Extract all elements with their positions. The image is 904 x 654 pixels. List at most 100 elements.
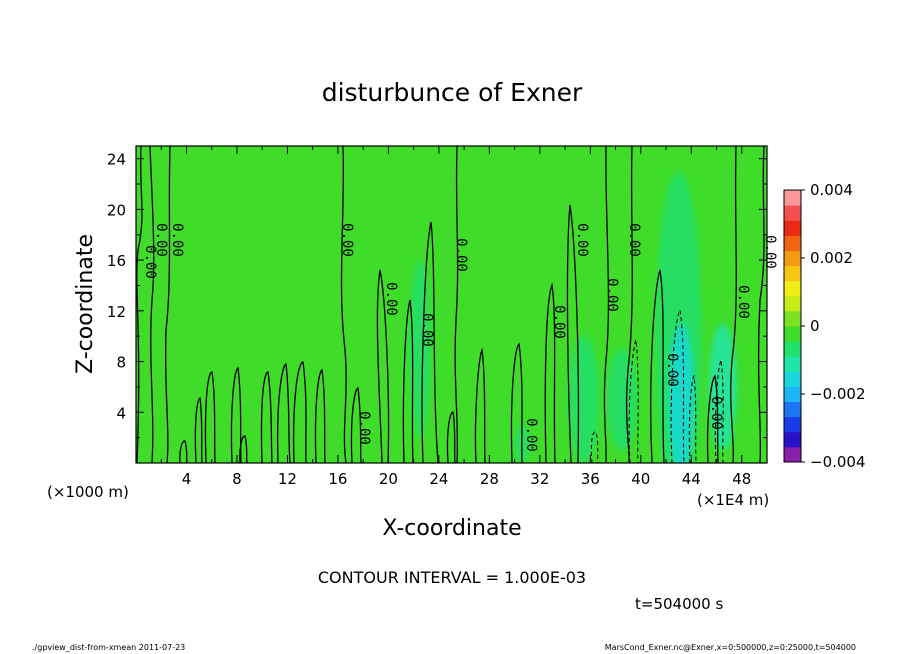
y-axis-label: Z-coordinate <box>73 234 98 374</box>
contour-line <box>292 361 307 463</box>
contour-label: 0.00 <box>419 313 435 347</box>
contour-label: 0.00 <box>169 223 185 257</box>
colorbar-label: 0.004 <box>810 181 853 199</box>
colorbar-swatch <box>784 250 801 267</box>
x-tick-label: 16 <box>328 470 347 488</box>
contour-line <box>446 411 456 463</box>
plot-frame <box>135 145 768 464</box>
colorbar-swatch <box>784 220 801 236</box>
contour-line <box>625 146 633 463</box>
x-tick-label: 24 <box>429 470 448 488</box>
colorbar-swatch <box>784 416 801 433</box>
contour-line <box>650 269 665 463</box>
colorbar-labels: 0.004 0.002 0 −0.002 −0.004 <box>801 181 866 471</box>
contour-label: 0.00 <box>383 282 399 316</box>
contour-line <box>421 221 439 463</box>
x-tick-label: 36 <box>581 470 600 488</box>
x-axis-label: X-coordinate <box>382 516 521 541</box>
contour-label: 0.00 <box>453 238 469 272</box>
negative-contour-line <box>590 431 599 463</box>
y-tick-label: 20 <box>107 201 126 219</box>
contour-line <box>350 387 362 463</box>
contour-label: 0.00 <box>708 396 724 430</box>
y-tick-label: 24 <box>107 151 126 169</box>
contour-line <box>603 146 610 463</box>
contour-line <box>544 282 556 463</box>
contour-label: 0.00 <box>574 223 590 257</box>
colorbar-swatch <box>784 235 801 251</box>
contour-line <box>402 299 414 463</box>
contour-line <box>194 396 203 463</box>
contour-line <box>474 347 486 463</box>
contour-line <box>164 146 171 463</box>
footer-right: MarsCond_Exner.nc@Exner,x=0:500000,z=0:2… <box>605 643 856 652</box>
contour-line <box>204 371 216 463</box>
low-region <box>409 260 431 438</box>
contour-line <box>136 146 143 463</box>
colorbar-swatch <box>784 265 801 282</box>
y-tick-label: 12 <box>107 303 126 321</box>
colorbar-swatch <box>784 295 801 312</box>
contour-line <box>566 204 580 463</box>
colorbar-label: 0 <box>810 317 820 335</box>
contour-label: 0.00 <box>153 223 169 257</box>
x-tick-label: 48 <box>732 470 751 488</box>
contour-line <box>706 374 719 463</box>
colorbar-swatch <box>784 326 801 342</box>
colorbar-swatch <box>784 371 801 387</box>
contour-line <box>510 342 523 463</box>
x-tick-label: 44 <box>682 470 701 488</box>
colorbar-label: −0.004 <box>810 453 866 471</box>
contour-line <box>340 146 347 463</box>
contour-label: 0.00 <box>339 223 355 257</box>
x-axis: 4 8 12 16 20 24 28 32 36 40 44 48 <box>160 146 751 488</box>
colorbar-swatch <box>784 341 801 357</box>
contour-line <box>376 269 390 463</box>
contour-labels: 0.000.00 0.00 0.000.000.000.000.00 0.000.00… <box>142 223 778 452</box>
chart-title: disturbunce of Exner <box>322 78 583 107</box>
x-unit-label: (×1E4 m) <box>697 491 769 509</box>
y-tick-label: 8 <box>116 354 126 372</box>
x-tick-label: 32 <box>530 470 549 488</box>
x-tick-label: 28 <box>480 470 499 488</box>
contour-label: 0.00 <box>142 245 158 279</box>
contour-line <box>239 435 248 463</box>
x-tick-label: 40 <box>631 470 650 488</box>
y-axis: 4 8 12 16 20 24 <box>107 151 767 439</box>
x-tick-label: 4 <box>182 470 192 488</box>
colorbar-swatch <box>784 190 801 206</box>
colorbar-swatch <box>784 446 801 463</box>
plot-area: 0.000.00 0.00 0.000.000.000.000.00 0.000.00… <box>135 145 778 464</box>
x-tick-label: 8 <box>232 470 242 488</box>
contour-label: 0.00 <box>735 285 751 319</box>
colorbar-swatch <box>784 205 801 221</box>
colorbar <box>783 189 802 463</box>
contour-interval-text: CONTOUR INTERVAL = 1.000E-03 <box>318 568 586 587</box>
contour-line <box>730 146 737 463</box>
colorbar-swatch <box>784 431 801 448</box>
negative-contour-lines <box>590 308 724 463</box>
contour-label: 0.00 <box>523 418 539 452</box>
negative-contour-line <box>688 374 697 463</box>
colorbar-swatch <box>784 386 801 403</box>
contour-line <box>230 367 242 463</box>
contour-label: 0.00 <box>664 353 680 387</box>
x-tick-label: 20 <box>379 470 398 488</box>
low-region <box>568 336 600 463</box>
contour-label: 0.00 <box>626 223 642 257</box>
y-tick-label: 16 <box>107 252 126 270</box>
contour-line <box>757 146 765 463</box>
colorbar-swatch <box>784 356 801 372</box>
colorbar-label: −0.002 <box>810 385 866 403</box>
colorbar-swatch <box>784 401 801 418</box>
x-tick-label: 12 <box>278 470 297 488</box>
contour-label: 0.00 <box>762 235 778 269</box>
colorbar-swatch <box>784 280 801 297</box>
y-unit-label: (×1000 m) <box>47 483 129 501</box>
time-text: t=504000 s <box>635 595 723 613</box>
contour-label: 0.00 <box>551 305 567 339</box>
contour-line <box>314 369 326 463</box>
contour-line <box>454 146 459 463</box>
contour-line <box>149 146 155 463</box>
contour-lines <box>136 146 765 463</box>
